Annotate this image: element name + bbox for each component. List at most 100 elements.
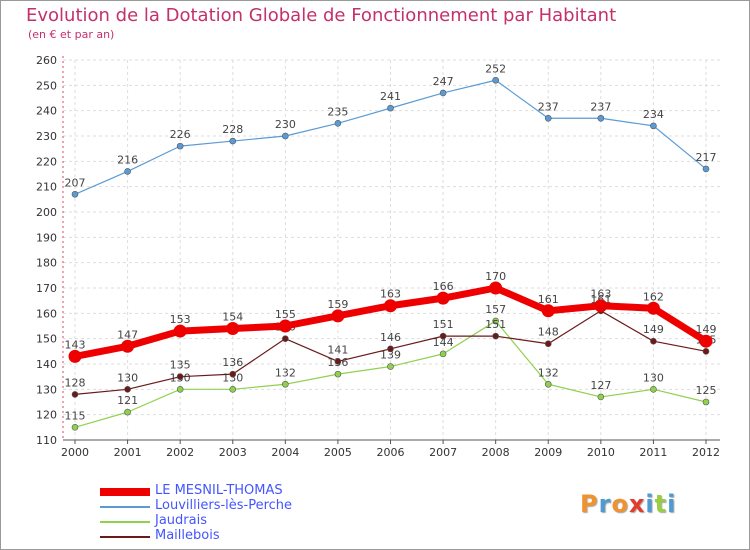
data-point-louvilliers-les-perche-2003 [229, 137, 237, 145]
data-label-jaudrais-2007: 144 [433, 336, 454, 349]
proxiti-logo: Proxiti [580, 490, 676, 518]
logo-letter: P [580, 490, 599, 518]
data-point-louvilliers-les-perche-2008 [492, 76, 499, 84]
data-point-maillebois-2001 [124, 386, 131, 393]
data-label-le-mesnil-thomas-2009: 161 [538, 293, 559, 306]
legend-swatch-maillebois [100, 536, 150, 538]
x-tick-label-2012: 2012 [692, 446, 720, 459]
data-point-le-mesnil-thomas-2009 [541, 304, 555, 318]
data-label-maillebois-2005: 141 [327, 343, 348, 356]
x-tick-label-2003: 2003 [219, 446, 247, 459]
data-label-jaudrais-2006: 139 [380, 349, 401, 362]
data-point-jaudrais-2008 [492, 317, 499, 325]
data-point-maillebois-2000 [71, 391, 79, 398]
data-point-maillebois-2002 [176, 373, 184, 380]
data-label-louvilliers-les-perche-2009: 237 [538, 100, 559, 113]
data-label-louvilliers-les-perche-2011: 234 [643, 108, 664, 121]
data-point-le-mesnil-thomas-2010 [594, 299, 608, 313]
data-point-louvilliers-les-perche-2011 [650, 122, 657, 130]
data-point-louvilliers-les-perche-2004 [282, 132, 289, 140]
data-label-le-mesnil-thomas-2010: 163 [590, 288, 611, 301]
data-label-le-mesnil-thomas-2004: 155 [275, 308, 296, 321]
data-label-maillebois-2011: 149 [643, 323, 664, 336]
chart-subtitle: (en € et par an) [28, 28, 115, 41]
data-label-maillebois-2006: 146 [380, 331, 401, 344]
data-label-le-mesnil-thomas-2001: 147 [117, 328, 138, 341]
legend-label-maillebois: Maillebois [155, 528, 220, 543]
data-label-maillebois-2009: 148 [538, 326, 559, 339]
data-point-jaudrais-2001 [124, 408, 131, 416]
data-point-louvilliers-les-perche-2010 [597, 114, 605, 122]
data-label-maillebois-2002: 135 [170, 359, 191, 372]
data-label-le-mesnil-thomas-2002: 153 [170, 313, 191, 326]
data-label-louvilliers-les-perche-2003: 228 [222, 123, 243, 136]
data-point-le-mesnil-thomas-2006 [384, 299, 397, 313]
data-point-louvilliers-les-perche-2009 [544, 114, 552, 122]
data-label-jaudrais-2011: 130 [643, 371, 664, 384]
x-tick-label-2011: 2011 [639, 446, 667, 459]
data-label-jaudrais-2000: 115 [65, 409, 86, 422]
data-point-maillebois-2007 [439, 332, 447, 340]
data-label-jaudrais-2010: 127 [590, 379, 611, 392]
data-label-jaudrais-2009: 132 [538, 366, 559, 379]
data-label-jaudrais-2001: 121 [117, 394, 138, 407]
data-label-louvilliers-les-perche-2001: 216 [117, 153, 138, 166]
data-point-louvilliers-les-perche-2001 [124, 168, 131, 175]
x-tick-label-2004: 2004 [271, 446, 299, 459]
logo-letter: x [628, 490, 646, 518]
data-point-le-mesnil-thomas-2002 [173, 324, 187, 338]
data-point-maillebois-2009 [544, 340, 552, 348]
x-tick-label-2000: 2000 [61, 446, 89, 459]
data-label-le-mesnil-thomas-2008: 170 [485, 270, 506, 283]
data-label-le-mesnil-thomas-2007: 166 [433, 280, 454, 293]
data-point-le-mesnil-thomas-2004 [278, 319, 292, 333]
data-label-jaudrais-2008: 157 [485, 303, 506, 316]
data-point-jaudrais-2010 [597, 393, 605, 401]
data-label-louvilliers-les-perche-2007: 247 [433, 75, 454, 88]
data-label-louvilliers-les-perche-2005: 235 [327, 105, 348, 118]
data-label-louvilliers-les-perche-2008: 252 [485, 62, 506, 75]
data-label-le-mesnil-thomas-2005: 159 [327, 298, 348, 311]
legend-swatch-jaudrais [100, 521, 150, 523]
data-point-le-mesnil-thomas-2000 [68, 349, 82, 363]
legend-item-louvilliers: Louvilliers-lès-Perche [100, 498, 360, 514]
x-tick-label-2007: 2007 [429, 446, 457, 459]
data-label-louvilliers-les-perche-2000: 207 [65, 176, 86, 189]
legend-label-jaudrais: Jaudrais [155, 513, 207, 528]
data-point-louvilliers-les-perche-2006 [387, 104, 394, 112]
data-point-maillebois-2004 [282, 335, 289, 342]
y-tick-label-130: 130 [36, 383, 57, 396]
y-tick-label-220: 220 [36, 155, 57, 168]
legend-label-le-mesnil-thomas: LE MESNIL-THOMAS [155, 483, 283, 498]
data-point-louvilliers-les-perche-2005 [334, 120, 342, 127]
data-point-jaudrais-2003 [229, 386, 237, 393]
chart-title: Evolution de la Dotation Globale de Fonc… [26, 5, 617, 26]
legend: LE MESNIL-THOMAS Louvilliers-lès-Perche … [100, 483, 360, 544]
x-tick-label-2001: 2001 [114, 446, 142, 459]
legend-item-jaudrais: Jaudrais [100, 513, 360, 529]
data-point-louvilliers-les-perche-2000 [71, 190, 79, 198]
y-tick-label-190: 190 [36, 231, 57, 244]
data-label-louvilliers-les-perche-2010: 237 [590, 100, 611, 113]
data-point-louvilliers-les-perche-2002 [176, 142, 184, 150]
y-tick-label-160: 160 [36, 307, 57, 320]
data-point-jaudrais-2012 [702, 398, 710, 406]
data-label-le-mesnil-thomas-2000: 143 [65, 338, 86, 351]
y-tick-label-200: 200 [36, 206, 57, 219]
data-point-maillebois-2012 [702, 348, 710, 355]
data-label-louvilliers-les-perche-2006: 241 [380, 90, 401, 103]
y-tick-label-170: 170 [36, 282, 57, 295]
data-label-maillebois-2008: 151 [485, 318, 506, 331]
data-point-le-mesnil-thomas-2008 [489, 281, 503, 295]
legend-item-le-mesnil-thomas: LE MESNIL-THOMAS [100, 483, 360, 499]
data-point-le-mesnil-thomas-2003 [226, 322, 240, 336]
data-label-maillebois-2000: 128 [65, 376, 86, 389]
y-tick-label-110: 110 [36, 434, 57, 447]
y-tick-label-230: 230 [36, 130, 57, 143]
data-label-maillebois-2003: 136 [222, 356, 243, 369]
legend-swatch-louvilliers [100, 506, 150, 508]
data-point-jaudrais-2005 [334, 370, 342, 378]
legend-label-louvilliers: Louvilliers-lès-Perche [155, 498, 293, 513]
data-label-jaudrais-2012: 125 [696, 384, 717, 397]
plot-area [63, 60, 720, 440]
